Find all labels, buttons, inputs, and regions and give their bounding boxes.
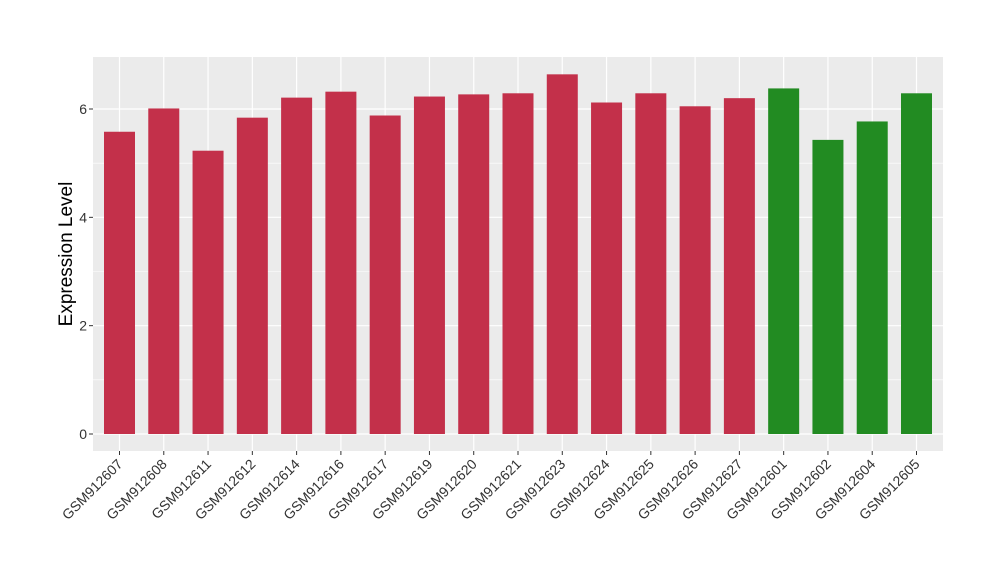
y-axis: 0 2 4 6: [79, 101, 93, 442]
bar-GSM912623: [546, 74, 578, 434]
y-axis-title: Expression Level: [56, 182, 77, 327]
y-tick-label: 2: [79, 318, 87, 334]
bar-GSM912625: [635, 93, 667, 435]
bar-GSM912620: [458, 94, 490, 434]
bar-GSM912602: [812, 139, 844, 434]
bar-GSM912605: [901, 93, 932, 435]
bar-GSM912617: [369, 115, 401, 434]
bar-GSM912611: [192, 150, 224, 435]
y-tick-label: 6: [79, 101, 87, 117]
bar-GSM912614: [281, 97, 313, 434]
y-tick-label: 4: [79, 209, 87, 225]
bar-GSM912601: [768, 88, 800, 435]
bar-GSM912608: [148, 108, 180, 434]
bar-GSM912607: [104, 131, 135, 434]
bars: [104, 74, 932, 435]
bar-GSM912619: [413, 96, 445, 435]
bar-GSM912624: [591, 102, 623, 434]
bar-GSM912612: [236, 117, 268, 435]
x-axis: GSM912607GSM912608GSM912611GSM912612GSM9…: [59, 451, 923, 523]
bar-GSM912604: [856, 121, 888, 434]
bar-GSM912616: [325, 91, 357, 435]
bar-GSM912621: [502, 93, 534, 435]
bar-GSM912626: [679, 106, 711, 435]
bar-GSM912627: [723, 98, 755, 435]
y-tick-label: 0: [79, 426, 87, 442]
